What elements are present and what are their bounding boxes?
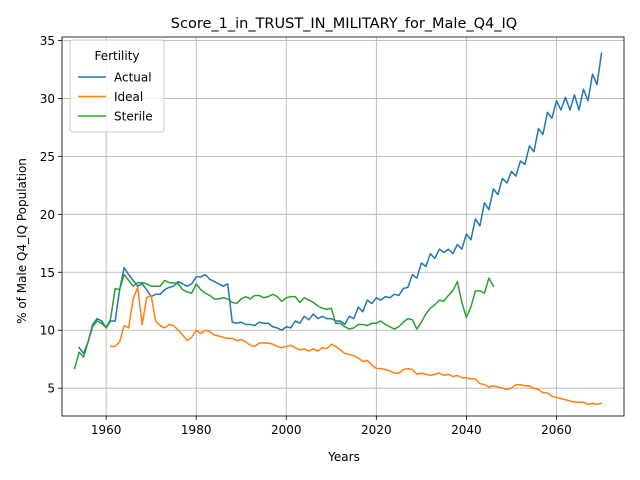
- series-line-ideal: [109, 286, 603, 406]
- y-tick-label: 10: [40, 324, 55, 338]
- series-lines: [73, 52, 603, 406]
- y-axis-ticks: 5 10 15 20 25 30 35: [40, 34, 62, 396]
- legend-entries: Actual Ideal Sterile: [78, 71, 153, 124]
- x-tick-label: 1980: [181, 423, 212, 437]
- x-axis-label: Years: [327, 450, 360, 464]
- x-tick-label: 1960: [91, 423, 122, 437]
- y-tick-label: 20: [40, 208, 55, 222]
- legend-box: [69, 39, 165, 133]
- x-tick-label: 2000: [271, 423, 302, 437]
- legend-label-actual: Actual: [114, 71, 152, 85]
- series-line-sterile: [73, 273, 495, 370]
- chart-title: Score_1_in_TRUST_IN_MILITARY_for_Male_Q4…: [171, 16, 517, 32]
- y-tick-label: 35: [40, 34, 55, 48]
- series-line-actual: [78, 52, 603, 355]
- x-tick-label: 2040: [451, 423, 482, 437]
- y-tick-label: 25: [40, 150, 55, 164]
- plot-frame: [61, 36, 625, 417]
- legend-label-ideal: Ideal: [114, 90, 143, 104]
- y-axis-label: % of Male Q4_IQ Population: [15, 158, 29, 324]
- x-axis-ticks: 1960 1980 2000 2020 2040 2060: [91, 416, 572, 437]
- legend-title: Fertility: [94, 49, 139, 63]
- x-tick-label: 2020: [361, 423, 392, 437]
- x-tick-label: 2060: [541, 423, 572, 437]
- y-tick-label: 30: [40, 92, 55, 106]
- legend: Fertility Actual Ideal Sterile: [69, 39, 165, 133]
- legend-label-sterile: Sterile: [114, 110, 153, 124]
- y-tick-label: 15: [40, 266, 55, 280]
- y-tick-label: 5: [47, 382, 55, 396]
